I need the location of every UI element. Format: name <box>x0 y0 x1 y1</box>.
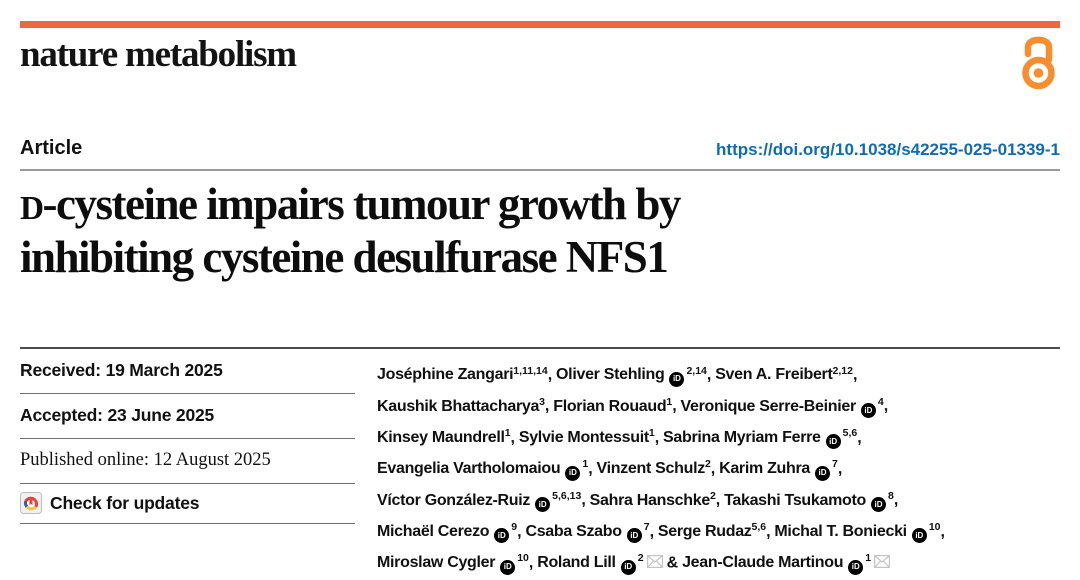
dates-column: Received: 19 March 2025 Accepted: 23 Jun… <box>20 349 355 576</box>
affiliation-superscript: 5,6 <box>842 427 858 440</box>
article-header-page: nature metabolism Article https://doi.or… <box>0 21 1080 576</box>
affiliation-superscript: 10 <box>517 552 529 565</box>
author-list: Joséphine Zangari1,11,14, Oliver Stehlin… <box>377 349 1060 576</box>
published-date: 12 August 2025 <box>153 450 271 470</box>
orcid-icon[interactable]: iD <box>815 465 831 481</box>
check-for-updates-button[interactable]: Check for updates <box>20 484 355 524</box>
author[interactable]: Vinzent Schulz2 <box>596 458 711 478</box>
journal-title[interactable]: nature metabolism <box>20 34 297 75</box>
author-line: Kinsey Maundrell1, Sylvie Montessuit1, S… <box>377 420 1060 451</box>
affiliation-superscript: 2 <box>704 458 711 471</box>
affiliation-superscript: 1 <box>504 427 511 440</box>
published-date-row: Published online: 12 August 2025 <box>20 439 355 484</box>
email-icon <box>646 555 663 569</box>
author[interactable]: Sabrina Myriam Ferre iD5,6 <box>663 427 858 450</box>
affiliation-superscript: 8 <box>888 489 894 502</box>
corresponding-author-email-icon[interactable] <box>644 554 663 571</box>
orcid-icon[interactable]: iD <box>860 403 876 419</box>
author[interactable]: Takashi Tsukamoto iD8 <box>724 489 894 513</box>
email-icon <box>874 555 891 569</box>
accepted-date: 23 June 2025 <box>107 405 215 425</box>
author[interactable]: Sven A. Freibert2,12 <box>715 364 853 384</box>
affiliation-superscript: 1 <box>648 427 655 440</box>
affiliation-superscript: 7 <box>832 458 838 471</box>
affiliation-superscript: 5,6,13 <box>552 489 582 502</box>
accepted-label: Accepted: <box>20 405 103 425</box>
accepted-date-row: Accepted: 23 June 2025 <box>20 394 355 439</box>
author[interactable]: Evangelia Vartholomaiou iD1 <box>377 458 589 481</box>
affiliation-superscript: 2 <box>637 552 644 565</box>
masthead: nature metabolism <box>20 28 1060 90</box>
author[interactable]: Jean-Claude Martinou iD1 <box>682 552 891 575</box>
author-line: Kaushik Bhattacharya3, Florian Rouaud1, … <box>377 388 1060 419</box>
author[interactable]: Sylvie Montessuit1 <box>518 427 655 446</box>
affiliation-superscript: 2 <box>709 489 716 502</box>
affiliation-superscript: 2,12 <box>832 364 853 377</box>
affiliation-superscript: 5,6 <box>751 521 767 534</box>
orcid-icon[interactable]: iD <box>500 559 516 575</box>
check-for-updates-label: Check for updates <box>50 492 200 513</box>
author-line: Miroslaw Cygler iD10, Roland Lill iD2 & Je… <box>377 545 1060 576</box>
affiliation-superscript: 3 <box>539 395 545 408</box>
orcid-icon[interactable]: iD <box>669 371 685 387</box>
affiliation-superscript: 2,14 <box>686 364 707 377</box>
affiliation-superscript: 9 <box>511 521 518 534</box>
orcid-icon[interactable]: iD <box>565 465 581 481</box>
affiliation-superscript: 1 <box>666 395 673 408</box>
affiliation-superscript: 4 <box>877 395 884 408</box>
author[interactable]: Serge Rudaz5,6 <box>657 521 767 540</box>
affiliation-superscript: 1 <box>865 552 872 565</box>
article-meta-section: Received: 19 March 2025 Accepted: 23 Jun… <box>20 347 1060 576</box>
author[interactable]: Michal T. Boniecki iD10 <box>774 521 941 544</box>
orcid-icon[interactable]: iD <box>626 528 642 544</box>
received-label: Received: <box>20 360 101 380</box>
orcid-icon[interactable]: iD <box>535 497 551 513</box>
article-type-label: Article <box>20 137 83 159</box>
article-title: D-cysteine impairs tumour growth by inhib… <box>20 180 1060 281</box>
author-line: Michaël Cerezo iD9, Csaba Szabo iD7, Serge… <box>377 514 1060 545</box>
corresponding-author-email-icon[interactable] <box>871 554 891 571</box>
author[interactable]: Csaba Szabo iD7 <box>525 521 650 544</box>
affiliation-superscript: 10 <box>928 521 941 534</box>
affiliation-superscript: 1 <box>582 458 589 471</box>
orcid-icon[interactable]: iD <box>494 528 510 544</box>
article-title-line: inhibiting cysteine desulfurase NFS1 <box>20 232 669 282</box>
author-line: Evangelia Vartholomaiou iD1, Vinzent Schu… <box>377 451 1060 482</box>
open-access-icon <box>1022 36 1055 90</box>
brand-accent-bar <box>20 21 1060 28</box>
orcid-icon[interactable]: iD <box>620 559 636 575</box>
author[interactable]: Florian Rouaud1 <box>553 395 673 415</box>
author[interactable]: Kaushik Bhattacharya3 <box>377 395 545 415</box>
author[interactable]: Karim Zuhra iD7 <box>719 458 838 481</box>
author[interactable]: Roland Lill iD2 <box>537 552 663 575</box>
article-title-line: D-cysteine impairs tumour growth by <box>20 179 681 229</box>
crossmark-icon <box>20 492 42 514</box>
received-date: 19 March 2025 <box>105 360 223 380</box>
author[interactable]: Víctor González-Ruiz iD5,6,13 <box>377 489 582 513</box>
author[interactable]: Veronique Serre-Beinier iD4 <box>681 395 884 419</box>
orcid-icon[interactable]: iD <box>911 528 927 544</box>
published-label: Published online: <box>20 450 149 470</box>
author[interactable]: Sahra Hanschke2 <box>589 489 716 509</box>
author[interactable]: Michaël Cerezo iD9 <box>377 521 518 544</box>
author[interactable]: Joséphine Zangari1,11,14 <box>377 364 548 384</box>
article-type-row: Article https://doi.org/10.1038/s42255-0… <box>20 137 1060 171</box>
orcid-icon[interactable]: iD <box>871 497 886 513</box>
author[interactable]: Oliver Stehling iD2,14 <box>556 364 707 387</box>
author-line: Joséphine Zangari1,11,14, Oliver Stehlin… <box>377 357 1060 388</box>
orcid-icon[interactable]: iD <box>825 434 841 450</box>
received-date-row: Received: 19 March 2025 <box>20 349 355 394</box>
author-line: Víctor González-Ruiz iD5,6,13, Sahra Hans… <box>377 482 1060 513</box>
doi-link[interactable]: https://doi.org/10.1038/s42255-025-01339… <box>716 140 1060 159</box>
affiliation-superscript: 7 <box>643 521 650 534</box>
orcid-icon[interactable]: iD <box>848 559 864 575</box>
affiliation-superscript: 1,11,14 <box>513 364 548 377</box>
author[interactable]: Miroslaw Cygler iD10 <box>377 552 529 575</box>
author[interactable]: Kinsey Maundrell1 <box>377 427 511 446</box>
